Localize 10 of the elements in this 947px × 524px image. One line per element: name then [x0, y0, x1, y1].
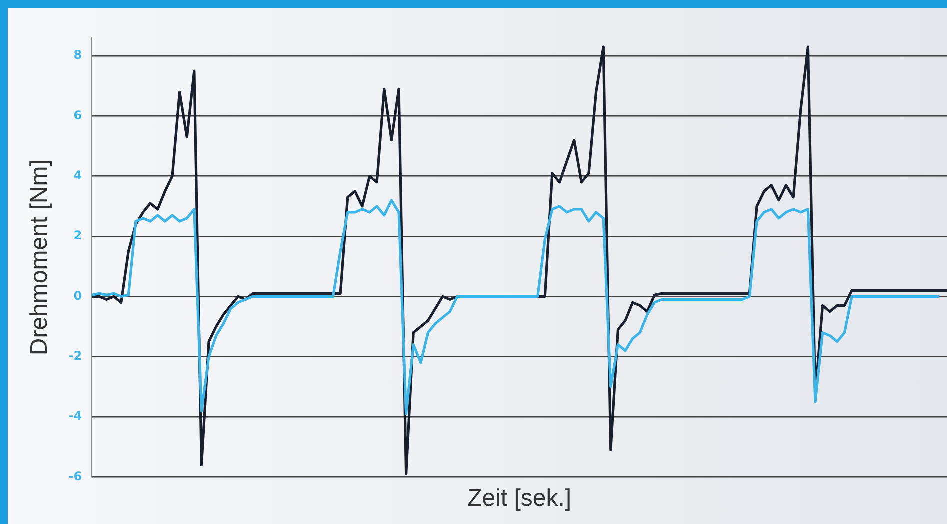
y-tick-label: 8 — [74, 48, 82, 62]
y-tick-label: 2 — [74, 228, 82, 243]
y-tick-label: -6 — [68, 469, 82, 484]
y-tick-label: 6 — [74, 108, 82, 122]
x-axis-title: Zeit [sek.] — [468, 485, 572, 512]
y-tick-label: 0 — [74, 288, 82, 303]
y-tick-label: 4 — [74, 168, 82, 183]
y-tick-label: -2 — [68, 348, 82, 363]
y-tick-label: -4 — [68, 409, 82, 424]
y-axis-title: Drehmoment [Nm] — [26, 160, 54, 356]
